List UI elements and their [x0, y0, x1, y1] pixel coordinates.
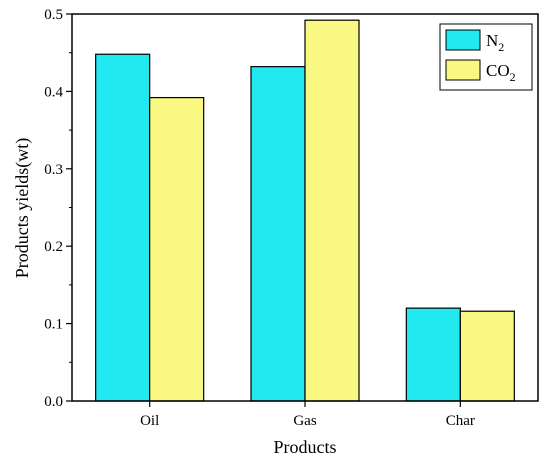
x-tick-label: Gas — [293, 413, 316, 429]
bars-layer — [95, 19, 515, 402]
y-tick-label: 0.2 — [44, 239, 63, 255]
y-tick-label: 0.5 — [44, 7, 63, 23]
legend-label-n2: N2 — [486, 31, 504, 54]
plot-frame — [71, 13, 539, 402]
x-tick-label: Oil — [140, 413, 159, 429]
legend-swatch-co2 — [445, 59, 481, 81]
bar-oil-n2 — [95, 53, 151, 402]
bar-char-co2 — [459, 310, 515, 402]
bar-gas-co2 — [304, 19, 360, 402]
bar-gas-n2 — [250, 66, 306, 402]
bar-char-n2 — [405, 307, 461, 402]
legend-label-co2: CO2 — [486, 61, 516, 84]
y-axis-title: Products yields(wt) — [12, 138, 33, 278]
x-axis-title: Products — [274, 437, 337, 457]
y-axis: 0.0 0.1 0.2 0.3 0.4 0.5 — [44, 7, 72, 410]
bar-oil-co2 — [149, 96, 205, 402]
legend-swatch-n2 — [445, 29, 481, 51]
x-tick-label: Char — [446, 413, 475, 429]
x-axis: Oil Gas Char — [140, 401, 475, 429]
y-tick-label: 0.1 — [44, 317, 63, 333]
y-tick-label: 0.4 — [44, 84, 63, 100]
y-tick-label: 0.0 — [44, 394, 63, 410]
y-tick-label: 0.3 — [44, 162, 63, 178]
